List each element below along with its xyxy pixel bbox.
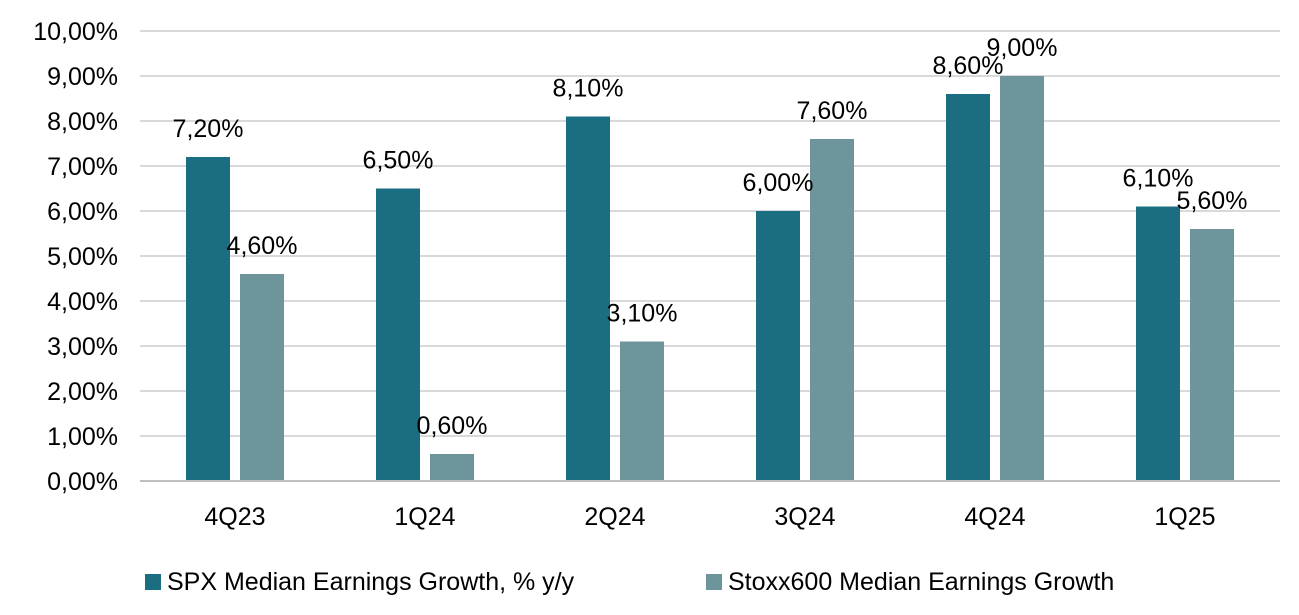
gridlines: [140, 30, 1280, 482]
y-tick-label: 3,00%: [47, 333, 118, 361]
bar-series-1-4Q24: [946, 94, 990, 481]
bar-series-2-1Q25: [1190, 229, 1234, 481]
y-tick-label: 9,00%: [47, 63, 118, 91]
y-tick-label: 8,00%: [47, 108, 118, 136]
bars: [186, 76, 1234, 481]
y-tick-label: 4,00%: [47, 288, 118, 316]
legend-label-series-1: SPX Median Earnings Growth, % y/y: [167, 568, 575, 596]
bar-series-2-1Q24: [430, 454, 474, 481]
y-tick-label: 0,00%: [47, 468, 118, 496]
x-tick-label: 4Q23: [204, 503, 265, 531]
data-label-series-2-3Q24: 7,60%: [797, 97, 868, 125]
data-label-series-1-1Q25: 6,10%: [1123, 165, 1194, 193]
y-axis: 0,00% 1,00% 2,00% 3,00% 4,00% 5,00% 6,00% 7,00%…: [33, 18, 118, 496]
x-axis: 4Q23 1Q24 2Q24 3Q24 4Q24 1Q25: [140, 480, 1280, 531]
legend: SPX Median Earnings Growth, % y/y Stoxx60…: [145, 568, 1114, 596]
bar-series-1-4Q23: [186, 157, 230, 481]
y-tick-label: 6,00%: [47, 198, 118, 226]
data-label-series-2-2Q24: 3,10%: [607, 300, 678, 328]
y-tick-label: 1,00%: [47, 423, 118, 451]
y-tick-label: 10,00%: [33, 18, 118, 46]
data-label-series-1-4Q23: 7,20%: [173, 115, 244, 143]
bar-series-1-1Q24: [376, 188, 420, 481]
data-label-series-2-1Q24: 0,60%: [417, 412, 488, 440]
data-label-series-2-1Q25: 5,60%: [1177, 187, 1248, 215]
bar-series-1-1Q25: [1136, 206, 1180, 481]
y-tick-label: 2,00%: [47, 378, 118, 406]
x-tick-label: 4Q24: [964, 503, 1025, 531]
data-label-series-2-4Q23: 4,60%: [227, 232, 298, 260]
data-label-series-1-2Q24: 8,10%: [553, 75, 624, 103]
bar-series-1-2Q24: [566, 116, 610, 481]
x-tick-label: 3Q24: [774, 503, 835, 531]
bar-series-2-3Q24: [810, 139, 854, 481]
data-label-series-1-3Q24: 6,00%: [743, 169, 814, 197]
legend-label-series-2: Stoxx600 Median Earnings Growth: [728, 568, 1114, 596]
bar-series-2-4Q23: [240, 274, 284, 481]
bar-series-2-2Q24: [620, 341, 664, 481]
y-tick-label: 7,00%: [47, 153, 118, 181]
data-labels: 7,20% 4,60% 6,50% 0,60% 8,10% 3,10% 6,00% 7,60%…: [173, 34, 1248, 440]
x-tick-label: 1Q24: [394, 503, 455, 531]
data-label-series-2-4Q24: 9,00%: [987, 34, 1058, 62]
bar-series-1-3Q24: [756, 211, 800, 481]
legend-swatch-series-2: [706, 574, 722, 590]
legend-swatch-series-1: [145, 574, 161, 590]
x-tick-label: 2Q24: [584, 503, 645, 531]
bar-series-2-4Q24: [1000, 76, 1044, 481]
y-tick-label: 5,00%: [47, 243, 118, 271]
x-tick-label: 1Q25: [1154, 503, 1215, 531]
data-label-series-1-4Q24: 8,60%: [933, 52, 1004, 80]
data-label-series-1-1Q24: 6,50%: [363, 147, 434, 175]
